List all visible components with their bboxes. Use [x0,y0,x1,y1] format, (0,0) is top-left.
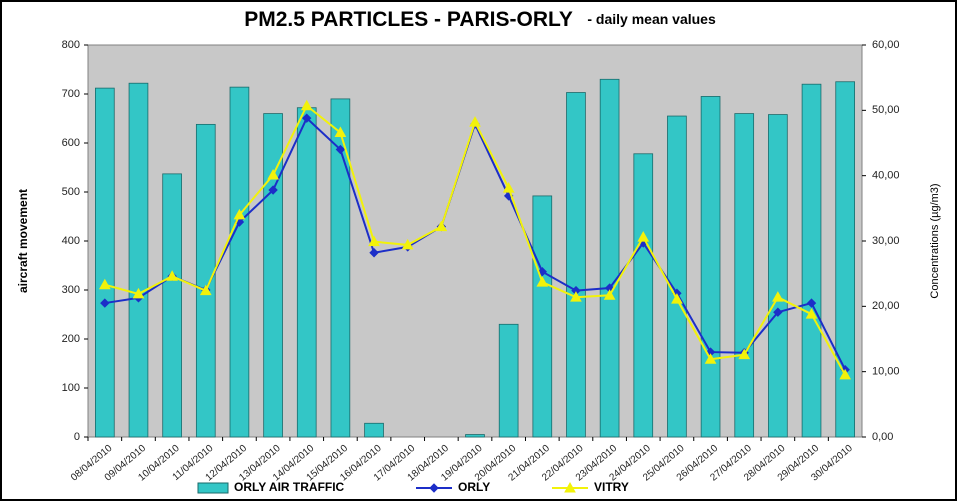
chart-title-group: PM2.5 PARTICLES - PARIS-ORLY - daily mea… [244,8,716,31]
y-tick-label: 700 [62,88,80,100]
y2-axis-label: Concentrations (µg/m3) [929,183,941,298]
bar [195,123,216,438]
legend-swatch [197,482,229,494]
y-tick-label: 400 [62,235,80,247]
y2-tick-label: 10,00 [872,366,900,378]
marker [435,220,448,232]
legend-item: ORLY AIR TRAFFIC [197,480,345,494]
marker [637,231,650,242]
marker [300,99,313,111]
bar [330,98,351,438]
marker [671,293,683,304]
marker [564,481,576,493]
bar [498,323,519,438]
legend-label: ORLY AIR TRAFFIC [234,480,345,494]
marker [267,168,279,180]
marker [773,307,783,317]
y-tick-label: 0 [74,431,80,443]
bar [532,195,553,438]
y2-tick-label: 0,00 [872,431,893,443]
marker [806,298,817,308]
y2-tick-label: 40,00 [872,170,900,182]
bar [465,434,485,438]
y2-tick-label: 30,00 [872,235,900,247]
marker [233,208,246,220]
bar [801,83,822,438]
y-tick-label: 300 [62,284,80,296]
marker [335,144,346,155]
legend-label: VITRY [594,480,629,494]
marker [772,291,784,302]
marker [334,126,347,138]
y-axis-label: aircraft movement [16,189,30,293]
marker [536,276,549,287]
marker [268,185,278,195]
marker [98,278,111,290]
bar [162,173,182,438]
y2-tick-label: 20,00 [872,300,900,312]
marker [570,291,582,302]
marker [368,235,380,247]
y-tick-label: 200 [62,333,80,345]
marker [132,287,145,299]
marker [805,308,818,319]
marker [429,483,439,493]
y-tick-label: 800 [62,39,80,51]
legend-item: ORLY [416,480,490,494]
chart-title: PM2.5 PARTICLES - PARIS-ORLY [244,8,573,31]
marker [302,113,312,123]
marker [401,238,414,250]
bar [296,107,317,438]
bar [633,153,654,438]
y2-tick-label: 50,00 [872,104,900,116]
y-tick-label: 600 [62,137,80,149]
marker [502,182,515,193]
bar [700,96,721,438]
chart-subtitle: - daily mean values [587,11,716,27]
bar [768,114,788,438]
marker [603,289,616,300]
marker [537,266,548,277]
marker [369,248,379,258]
marker [738,348,751,360]
legend-item: VITRY [552,480,629,494]
marker [704,353,717,364]
bar [128,82,149,438]
marker [469,116,481,127]
bar [667,115,687,438]
y-tick-label: 100 [62,382,80,394]
marker [199,284,212,296]
marker [839,368,852,380]
marker [166,270,178,281]
bar [835,81,855,438]
bar [566,92,586,438]
bar [364,422,384,438]
y-tick-label: 500 [62,186,80,198]
y2-tick-label: 60,00 [872,39,900,51]
bar [599,78,620,438]
marker [100,298,110,308]
bar [734,113,755,438]
bar [229,86,250,438]
legend-label: ORLY [458,480,490,494]
bar [95,87,115,438]
